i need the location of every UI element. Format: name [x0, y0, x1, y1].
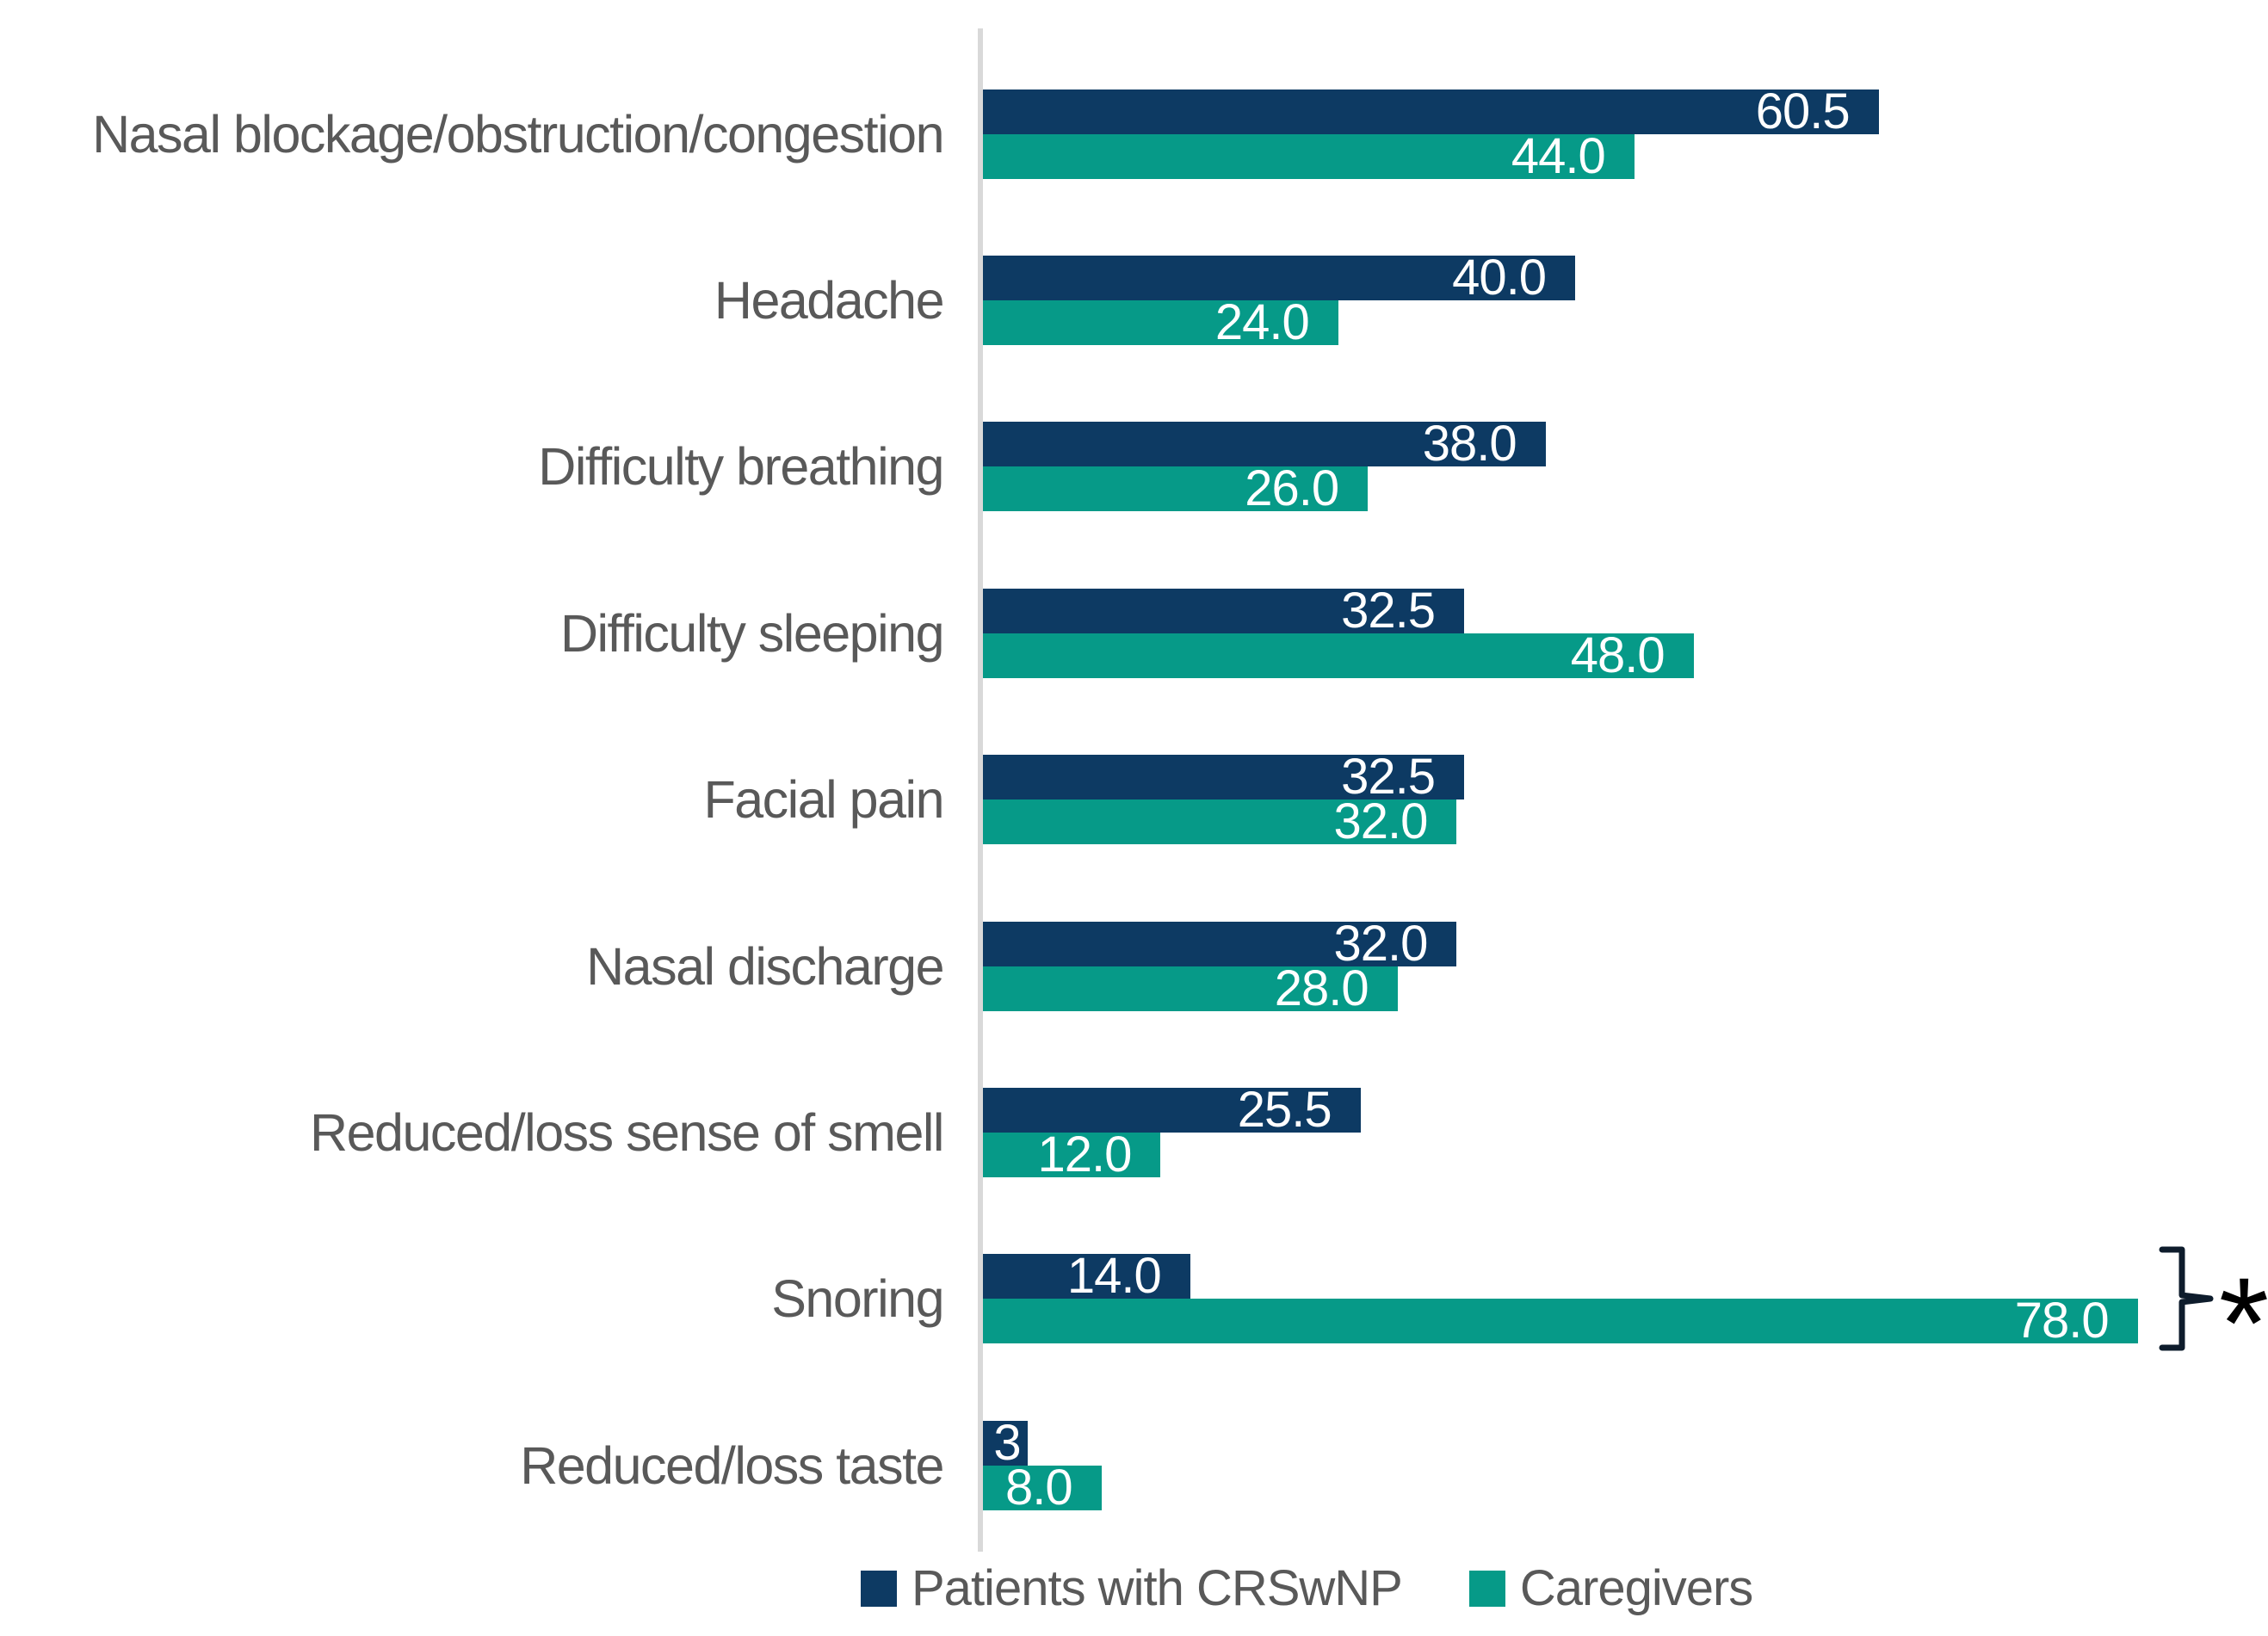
patients-value-label: 25.5 [1237, 1082, 1332, 1139]
bars-cell: 32.5 48.0 [983, 550, 2268, 716]
caregivers-value-label: 26.0 [1245, 460, 1339, 517]
significance-bracket [2159, 1246, 2214, 1351]
caregivers-bar: 28.0 [983, 960, 1398, 1016]
caregivers-bar: 24.0 [983, 294, 1338, 351]
patients-value-label: 14.0 [1066, 1248, 1162, 1305]
legend: Patients with CRSwNP Caregivers [861, 1559, 1753, 1617]
bars-cell: 38.0 26.0 [983, 384, 2268, 550]
category-cell: Reduced/loss sense of smell [0, 1049, 983, 1215]
bars-cell: 40.0 24.0 [983, 217, 2268, 383]
chart-row: Reduced/loss taste 3 8.0 [0, 1382, 2268, 1548]
category-label: Reduced/loss sense of smell [310, 1103, 944, 1163]
chart-row: Reduced/loss sense of smell 25.5 12.0 [0, 1049, 2268, 1215]
patients-bar: 38.0 [983, 416, 1546, 472]
category-label: Difficulty breathing [538, 437, 944, 497]
legend-label-caregivers: Caregivers [1519, 1560, 1753, 1616]
category-label: Nasal discharge [586, 936, 944, 996]
patients-value-label: 32.0 [1333, 915, 1429, 972]
patients-bar: 32.0 [983, 915, 1457, 972]
caregivers-bar: 26.0 [983, 460, 1369, 517]
bar-rows: Nasal blockage/obstruction/congestion 60.… [0, 51, 2268, 1549]
legend-swatch-caregivers [1468, 1570, 1505, 1607]
chart-row: Difficulty breathing 38.0 26.0 [0, 384, 2268, 550]
caregivers-bar: 8.0 [983, 1459, 1102, 1516]
caregivers-value-label: 24.0 [1214, 294, 1310, 351]
category-cell: Headache [0, 217, 983, 383]
category-cell: Facial pain [0, 717, 983, 883]
patients-bar: 3 [983, 1414, 1028, 1471]
bars-cell: 14.0 78.0 [983, 1216, 2268, 1382]
chart-row: Snoring 14.0 78.0 [0, 1216, 2268, 1382]
bars-cell: 32.5 32.0 [983, 717, 2268, 883]
caregivers-value-label: 48.0 [1570, 627, 1665, 683]
patients-value-label: 32.5 [1341, 749, 1436, 806]
category-cell: Snoring [0, 1216, 983, 1382]
chart-row: Nasal discharge 32.0 28.0 [0, 883, 2268, 1049]
patients-bar: 14.0 [983, 1248, 1190, 1305]
patients-bar: 32.5 [983, 749, 1464, 806]
patients-value-label: 60.5 [1755, 83, 1851, 139]
category-cell: Difficulty sleeping [0, 550, 983, 716]
patients-bar: 25.5 [983, 1082, 1361, 1139]
patients-value-label: 3 [993, 1414, 1021, 1471]
category-label: Nasal blockage/obstruction/congestion [92, 104, 944, 164]
caregivers-value-label: 8.0 [1004, 1459, 1073, 1516]
patients-value-label: 40.0 [1452, 250, 1547, 306]
legend-label-patients: Patients with CRSwNP [912, 1560, 1403, 1616]
caregivers-bar: 12.0 [983, 1127, 1161, 1183]
bars-cell: 32.0 28.0 [983, 883, 2268, 1049]
category-label: Headache [714, 271, 945, 330]
patients-bar: 60.5 [983, 83, 1879, 139]
caregivers-value-label: 28.0 [1274, 960, 1369, 1016]
category-axis-line [978, 28, 983, 1552]
caregivers-value-label: 78.0 [2014, 1293, 2110, 1349]
legend-item-patients: Patients with CRSwNP [861, 1559, 1403, 1617]
caregivers-bar: 78.0 [983, 1293, 2138, 1349]
category-label: Snoring [771, 1269, 944, 1329]
category-cell: Nasal blockage/obstruction/congestion [0, 51, 983, 217]
patients-value-label: 38.0 [1422, 416, 1517, 472]
caregivers-bar: 44.0 [983, 127, 1635, 184]
bars-cell: 60.5 44.0 [983, 51, 2268, 217]
significance-asterisk: * [2218, 1250, 2268, 1395]
caregivers-bar: 32.0 [983, 793, 1457, 850]
legend-item-caregivers: Caregivers [1468, 1559, 1753, 1617]
category-label: Difficulty sleeping [559, 603, 945, 663]
category-cell: Difficulty breathing [0, 384, 983, 550]
caregivers-value-label: 32.0 [1333, 793, 1429, 850]
chart-row: Nasal blockage/obstruction/congestion 60.… [0, 51, 2268, 217]
category-cell: Reduced/loss taste [0, 1382, 983, 1548]
chart-row: Headache 40.0 24.0 [0, 217, 2268, 383]
legend-swatch-patients [861, 1570, 897, 1607]
patients-bar: 40.0 [983, 250, 1575, 306]
caregivers-bar: 48.0 [983, 627, 1694, 683]
patients-value-label: 32.5 [1341, 582, 1436, 639]
chart-row: Difficulty sleeping 32.5 48.0 [0, 550, 2268, 716]
patients-bar: 32.5 [983, 582, 1464, 639]
caregivers-value-label: 12.0 [1037, 1127, 1133, 1183]
bars-cell: 25.5 12.0 [983, 1049, 2268, 1215]
category-label: Reduced/loss taste [520, 1435, 944, 1495]
caregivers-value-label: 44.0 [1511, 127, 1606, 184]
category-label: Facial pain [703, 770, 945, 830]
bars-cell: 3 8.0 [983, 1382, 2268, 1548]
category-cell: Nasal discharge [0, 883, 983, 1049]
chart-row: Facial pain 32.5 32.0 [0, 717, 2268, 883]
